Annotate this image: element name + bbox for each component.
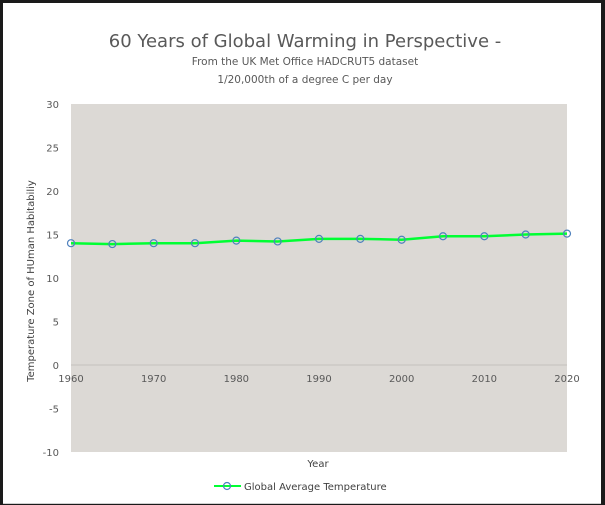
data-point — [314, 234, 324, 243]
y-tick-label: -5 — [49, 405, 59, 416]
legend: Global Average Temperature — [214, 481, 387, 493]
y-tick-label: 15 — [46, 231, 59, 242]
chart-subtitle-2: 1/20,000th of a degree C per day — [217, 74, 392, 86]
legend-label: Global Average Temperature — [244, 482, 387, 493]
x-tick-label: 1960 — [58, 374, 83, 385]
data-point — [356, 234, 365, 243]
y-tick-label: 20 — [46, 187, 59, 198]
y-tick-label: 0 — [53, 361, 59, 372]
data-point — [397, 235, 406, 244]
y-axis-title: Temperature Zone of HUman Habitabiliy — [26, 180, 37, 383]
data-point — [438, 232, 448, 241]
y-tick-label: -10 — [43, 448, 59, 459]
x-tick-label: 1990 — [306, 374, 331, 385]
x-tick-label: 1970 — [141, 374, 166, 385]
y-tick-label: 30 — [46, 100, 59, 111]
data-point — [273, 237, 282, 246]
chart: 60 Years of Global Warming in Perspectiv… — [26, 31, 580, 493]
series-line — [70, 232, 568, 246]
data-point — [521, 230, 530, 239]
data-point — [149, 239, 158, 248]
x-tick-label: 1980 — [224, 374, 249, 385]
chart-title: 60 Years of Global Warming in Perspectiv… — [109, 31, 502, 52]
x-tick-label: 2010 — [472, 374, 497, 385]
y-tick-label: 25 — [46, 144, 59, 155]
chart-frame: 60 Years of Global Warming in Perspectiv… — [3, 3, 601, 504]
legend-marker — [222, 481, 232, 491]
y-tick-label: 5 — [53, 318, 59, 329]
data-point — [66, 239, 76, 248]
data-point — [480, 232, 489, 241]
data-point — [562, 229, 572, 238]
data-point — [108, 239, 117, 249]
data-point — [232, 236, 241, 245]
y-tick-label: 10 — [46, 274, 59, 285]
chart-subtitle-1: From the UK Met Office HADCRUT5 dataset — [192, 56, 418, 68]
data-point — [190, 239, 200, 248]
plot-area — [71, 104, 567, 452]
x-axis-title: Year — [306, 459, 329, 470]
x-tick-label: 2020 — [554, 374, 579, 385]
x-tick-label: 2000 — [389, 374, 414, 385]
